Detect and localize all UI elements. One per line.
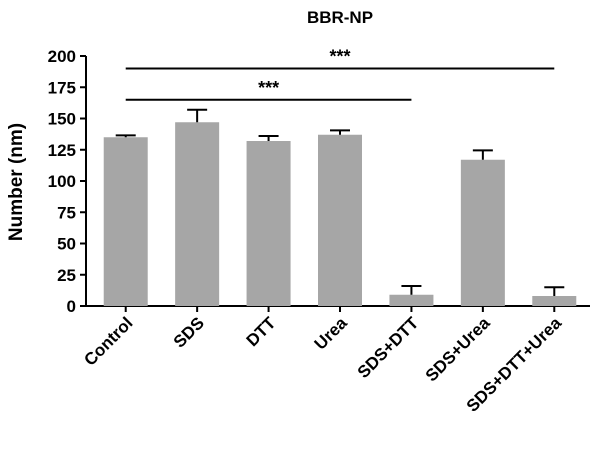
y-tick-label: 200 [48,47,76,66]
bar-sds-dtt-urea [532,296,577,306]
x-tick-label: SDS+DTT [354,313,423,382]
y-tick-label: 100 [48,172,76,191]
x-tick-label: Urea [311,313,352,354]
bar-sds-urea [460,159,505,306]
x-tick-label: Control [80,313,136,369]
significance-label: *** [329,47,350,67]
y-axis-title: Number (nm) [6,123,27,241]
bar-dtt [246,141,291,306]
significance-label: *** [258,78,279,98]
y-tick-label: 0 [67,297,76,316]
chart-title: BBR-NP [307,8,373,27]
y-tick-label: 175 [48,78,76,97]
y-tick-label: 125 [48,141,76,160]
y-tick-label: 25 [57,266,76,285]
bar-control [103,137,148,306]
bar-urea [318,134,362,306]
y-tick-label: 75 [57,203,76,222]
bar-sds-dtt [389,294,434,306]
x-tick-label: DTT [243,313,280,350]
x-tick-label: SDS [170,313,208,351]
y-tick-label: 150 [48,110,76,129]
bar-sds [175,122,220,306]
y-tick-label: 50 [57,235,76,254]
x-tick-label: SDS+Urea [422,313,494,385]
